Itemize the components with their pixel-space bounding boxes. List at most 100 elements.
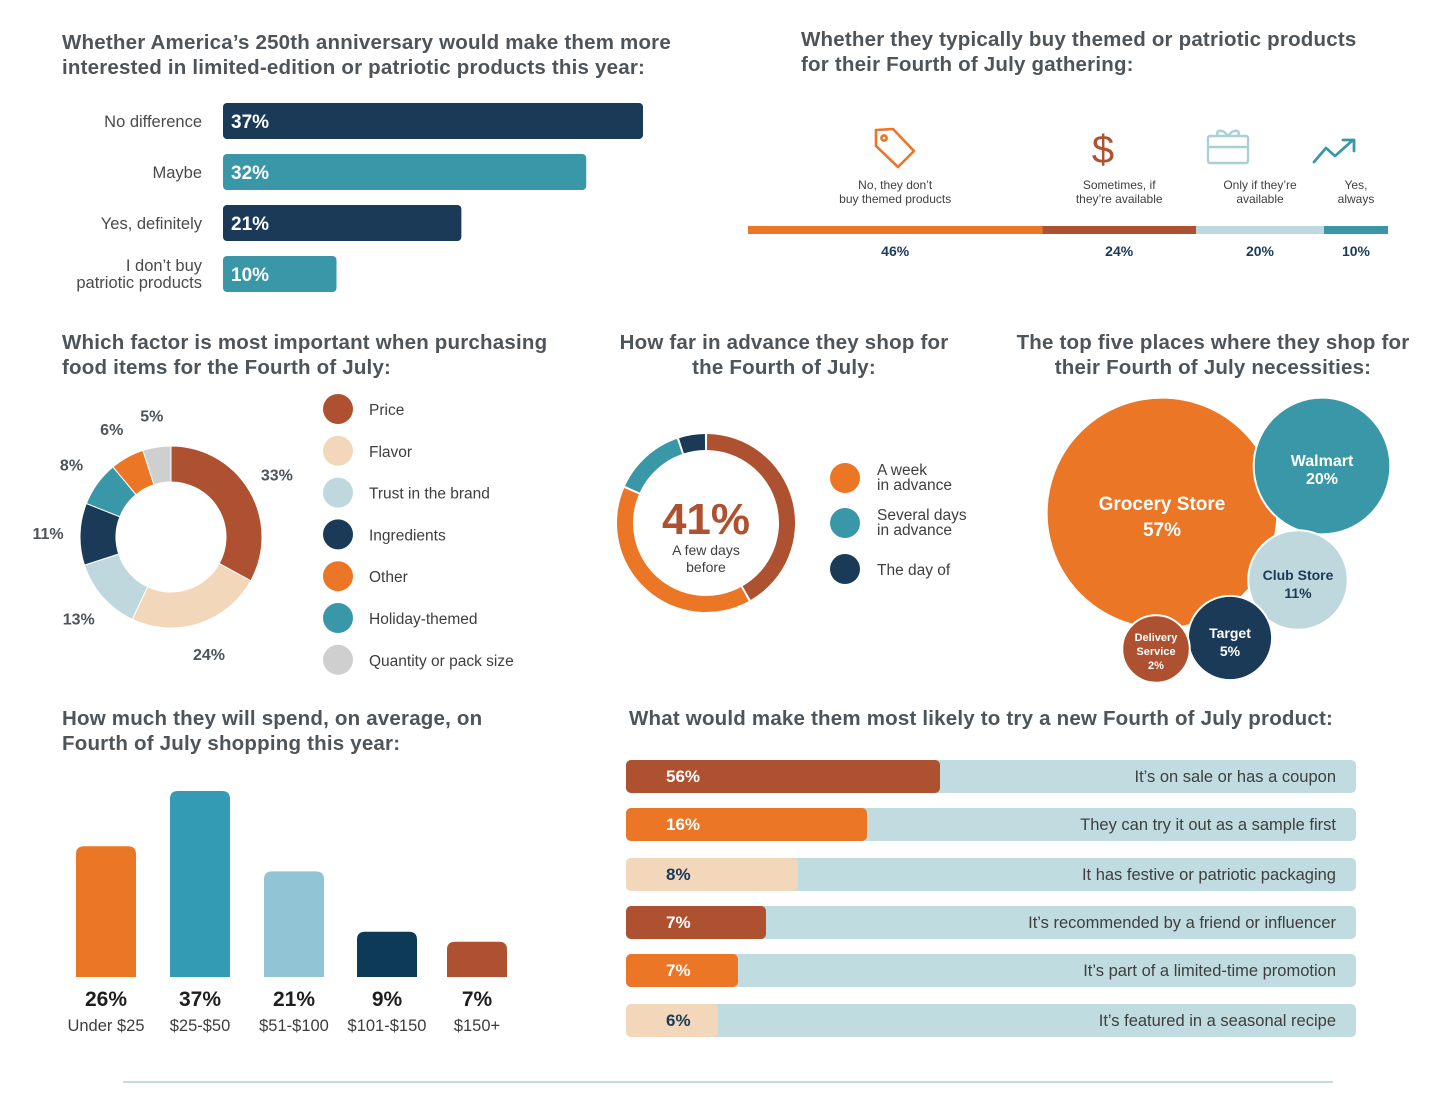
dollar-icon: $ (1092, 128, 1114, 172)
themed-segment (748, 226, 1043, 234)
themed-segment (1324, 226, 1388, 234)
places-bubble (1247, 529, 1349, 631)
advance-legend-label: A week (877, 462, 927, 479)
advance-legend-swatch (830, 554, 860, 584)
spend-category-label: $150+ (454, 1017, 500, 1035)
advance-legend-label: in advance (877, 477, 952, 494)
places-bubble-value: 11% (1284, 585, 1312, 601)
anniversary-title: Whether America’s 250th anniversary woul… (62, 31, 671, 79)
advance-slice (617, 487, 749, 612)
factor-slice-label: 5% (140, 409, 163, 426)
factor-legend-label: Ingredients (369, 527, 446, 544)
try-new-bar (626, 906, 766, 939)
gift-card-icon (1206, 129, 1250, 165)
anniversary-category-label: No difference (104, 113, 202, 131)
advance-center-value: 41% (662, 495, 750, 544)
factor-legend-swatch (323, 435, 353, 466)
try-new-track (626, 906, 1356, 939)
try-new-value-label: 7% (666, 913, 691, 932)
try-new-bar (626, 808, 867, 841)
try-new-category-label: It’s featured in a seasonal recipe (1099, 1012, 1336, 1030)
factor-slice-label: 13% (63, 611, 95, 628)
spend-value-label: 21% (273, 988, 315, 1011)
factor-slice-label: 6% (100, 422, 123, 439)
try-new-bar (626, 760, 940, 793)
try-new-value-label: 7% (666, 961, 691, 980)
factor-title: Which factor is most important when purc… (62, 331, 548, 379)
places-bubble-category: Walmart (1291, 453, 1354, 470)
places-bubble (1121, 614, 1191, 684)
places-bubble-category: Delivery (1135, 632, 1179, 644)
advance-slice (625, 438, 683, 493)
trend-up-icon (1312, 138, 1356, 164)
advance-legend-label: Several days (877, 507, 967, 524)
factor-legend-swatch (323, 477, 353, 508)
themed-category-label: Sometimes, if (1083, 178, 1156, 192)
themed-value-label: 46% (881, 243, 910, 259)
spend-value-label: 9% (372, 988, 403, 1011)
places-bubble (1252, 396, 1392, 536)
spend-category-label: $25-$50 (170, 1017, 231, 1035)
themed-title: Whether they typically buy themed or pat… (801, 28, 1357, 76)
factor-slice (131, 562, 252, 629)
try-new-value-label: 8% (666, 865, 691, 884)
anniversary-category-label: Maybe (152, 164, 202, 182)
anniversary-bar (223, 205, 462, 241)
factor-legend-label: Trust in the brand (369, 486, 490, 503)
anniversary-category-label: patriotic products (76, 274, 202, 292)
try-new-value-label: 56% (666, 767, 700, 786)
anniversary-bar-label: 21% (231, 214, 269, 235)
anniversary-bar (223, 256, 337, 292)
try-new-track (626, 858, 1356, 891)
anniversary-category-label: I don’t buy (126, 257, 203, 275)
spend-title: How much they will spend, on average, on… (62, 707, 483, 755)
factor-legend-swatch (323, 644, 353, 675)
spend-bar (357, 931, 417, 977)
tag-icon (874, 127, 916, 169)
places-bubble-value: 5% (1220, 643, 1241, 659)
themed-value-label: 20% (1246, 243, 1275, 259)
factor-slice-label: 11% (32, 526, 63, 543)
advance-legend-swatch (830, 508, 860, 538)
anniversary-bar-label: 10% (231, 265, 269, 286)
try-new-category-label: It’s part of a limited-time promotion (1083, 962, 1336, 980)
spend-bar (264, 871, 324, 977)
try-new-category-label: It has festive or patriotic packaging (1082, 866, 1336, 884)
advance-slice (679, 434, 706, 454)
themed-category-label: they’re available (1076, 192, 1163, 206)
places-bubble-value: 2% (1148, 660, 1164, 672)
factor-slice-label: 8% (60, 458, 83, 475)
anniversary-bar (223, 154, 587, 190)
spend-value-label: 26% (85, 988, 127, 1011)
spend-bar (170, 791, 230, 977)
themed-segment (1042, 226, 1196, 234)
factor-legend-swatch (323, 394, 353, 424)
themed-value-label: 24% (1105, 243, 1134, 259)
themed-value-label: 10% (1342, 243, 1371, 259)
places-title: The top five places where they shop for … (1016, 331, 1410, 379)
anniversary-bar (223, 103, 643, 139)
bottom-divider (123, 1081, 1333, 1083)
advance-legend-label: The day of (877, 562, 951, 579)
svg-text:$: $ (1092, 128, 1114, 172)
factor-legend-label: Quantity or pack size (369, 653, 514, 670)
advance-legend-swatch (830, 463, 860, 493)
factor-slice-label: 24% (193, 647, 225, 664)
spend-bar (76, 846, 136, 977)
places-bubble-category: Club Store (1263, 567, 1334, 583)
themed-segment (1196, 226, 1324, 234)
anniversary-bar-label: 32% (231, 163, 269, 184)
themed-category-label: buy themed products (839, 192, 951, 206)
places-bubble-category: Grocery Store (1099, 494, 1226, 515)
try-new-title: What would make them most likely to try … (629, 707, 1334, 730)
try-new-category-label: It’s recommended by a friend or influenc… (1028, 914, 1336, 932)
spend-value-label: 37% (179, 988, 221, 1011)
spend-value-label: 7% (462, 988, 493, 1011)
places-bubble-value: 57% (1143, 520, 1181, 541)
advance-slice (706, 434, 796, 600)
factor-slice-label: 33% (261, 467, 293, 484)
themed-category-label: Yes, (1345, 178, 1368, 192)
try-new-track (626, 954, 1356, 987)
factor-legend-label: Price (369, 402, 404, 419)
